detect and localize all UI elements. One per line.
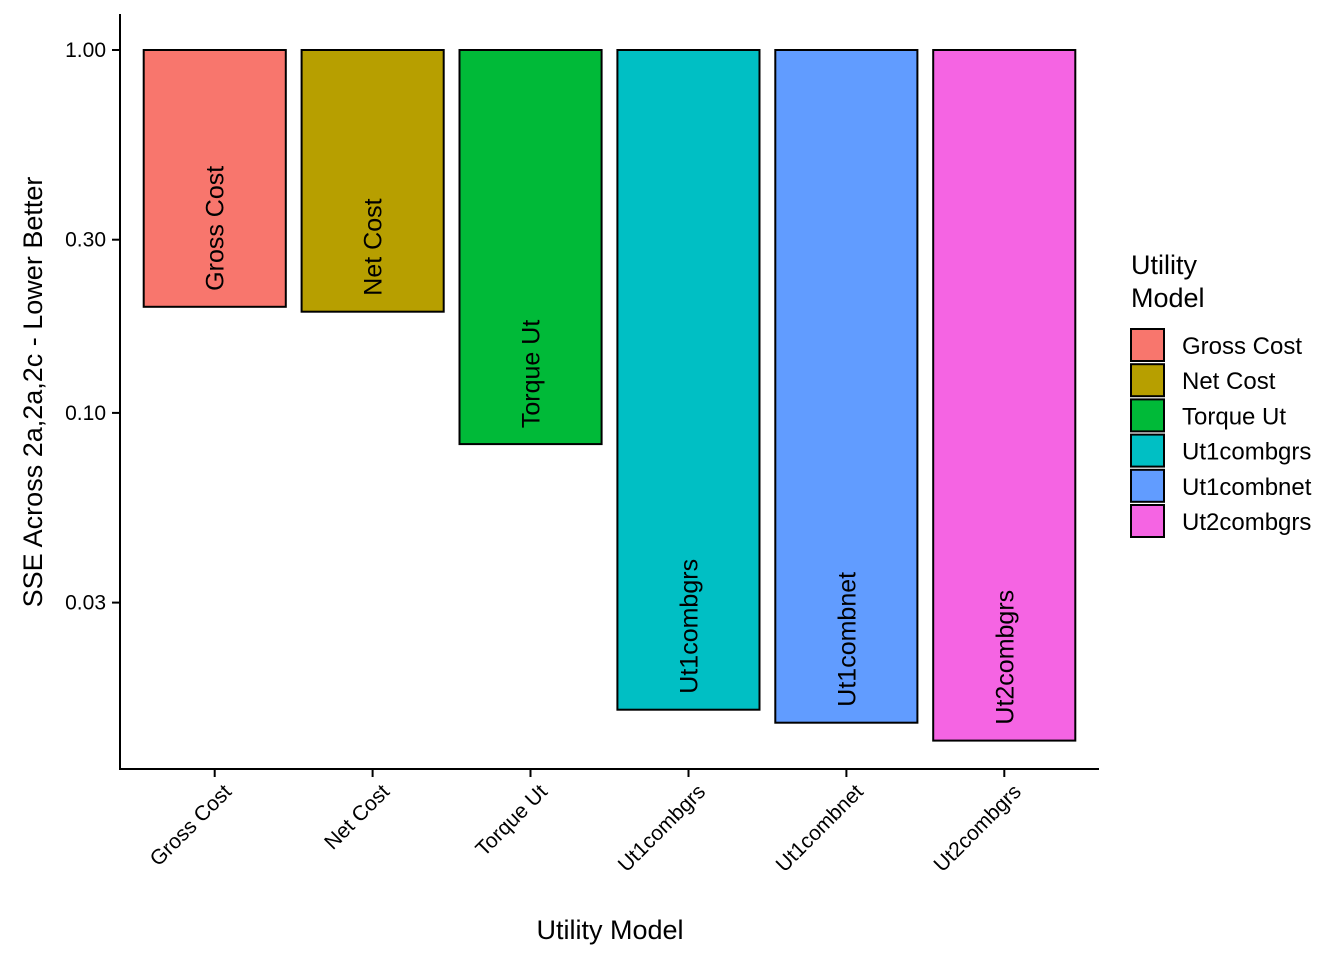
y-tick-label-0.30: 0.30 [65,229,106,252]
bar-net-cost [300,49,445,313]
x-tick-label-torque-ut: Torque Ut [471,780,552,861]
y-tick-label-0.10: 0.10 [65,402,106,425]
bar-label-ut2combgrs: Ut2combgrs [991,590,1019,725]
x-tick-label-gross-cost: Gross Cost [146,780,237,871]
legend-label-ut1combnet: Ut1combnet [1182,474,1312,501]
legend-label-ut1combgrs: Ut1combgrs [1182,439,1311,466]
axes-layer [119,14,1099,770]
x-ticks-layer: Gross Cost Net Cost Torque Ut Ut1combgrs Ut1… [146,769,1026,877]
x-axis-title: Utility Model [536,915,683,945]
legend-title-line-1: Utility [1131,250,1197,280]
bar-ut1combgrs [616,49,761,711]
legend-key-gross-cost [1130,328,1165,362]
legend-key-ut1combnet [1130,468,1165,503]
bar-ut1combnet [774,49,919,724]
bar-labels-layer: Gross Cost Net Cost Torque Ut Ut1combgrs Ut1… [202,166,1020,725]
y-ticks-layer: 1.00 0.30 0.10 0.03 [65,39,120,615]
legend-key-net-cost [1130,363,1165,398]
legend-label-gross-cost: Gross Cost [1182,333,1302,360]
x-tick-label-ut2combgrs: Ut2combgrs [930,780,1026,876]
legend-label-ut2combgrs: Ut2combgrs [1182,509,1311,536]
bar-torque-ut [458,49,603,446]
legend-label-torque-ut: Torque Ut [1182,403,1286,430]
y-tick-label-1.00: 1.00 [65,39,106,62]
bar-label-torque-ut: Torque Ut [518,320,546,428]
bar-ut2combgrs [932,49,1077,742]
legend-key-ut2combgrs [1130,504,1165,538]
legend-title-line-2: Model [1131,283,1205,313]
bar-label-net-cost: Net Cost [360,198,388,295]
bar-label-ut1combnet: Ut1combnet [833,572,861,707]
bar-label-ut1combgrs: Ut1combgrs [676,559,704,694]
bar-gross-cost [142,49,287,308]
legend: Utility Model Gross Cost Net Cost Torque U… [1130,250,1312,538]
bar-label-gross-cost: Gross Cost [202,166,230,291]
legend-key-ut1combgrs [1130,433,1165,468]
x-tick-label-ut1combgrs: Ut1combgrs [614,780,710,876]
bars-layer [142,49,1077,742]
legend-label-net-cost: Net Cost [1182,368,1276,395]
legend-key-torque-ut [1130,398,1165,433]
y-axis-title: SSE Across 2a,2a,2c - Lower Better [18,177,48,608]
y-tick-label-0.03: 0.03 [65,592,106,615]
x-tick-label-ut1combnet: Ut1combnet [772,780,868,876]
x-tick-label-net-cost: Net Cost [320,780,394,854]
